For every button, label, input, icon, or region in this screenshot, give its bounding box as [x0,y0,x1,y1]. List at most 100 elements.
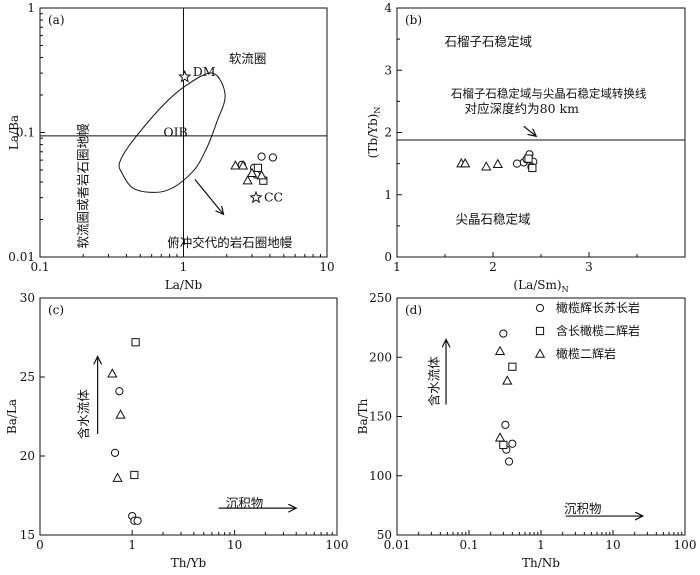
annotation: 软流圈或者岩石圈地幔 [76,123,91,249]
panel-label: (d) [405,303,422,317]
data-point-circle [268,153,278,162]
x-tick-label: 0 [36,538,44,552]
data-point-triangle [107,368,118,378]
x-tick-label: 1 [393,260,401,274]
y-tick-label: 250 [369,291,392,305]
data-point-triangle [246,167,258,178]
oib-label: OIB [163,125,187,140]
data-point-square [499,440,508,450]
x-tick-label: 3 [585,260,593,274]
panel-label: (a) [48,13,65,27]
trend-arrow [194,179,224,214]
data-point-circle [110,448,120,457]
panel-label: (c) [48,303,64,317]
annotation: 沉积物 [226,495,264,510]
data-point-square [131,338,140,347]
legend-label: 橄榄辉长苏长岩 [556,300,640,315]
data-point-triangle [242,175,253,185]
plot-frame [396,7,686,258]
annotation: 俯冲交代的岩石圈地幔 [167,235,293,250]
annotation: 含水流体 [427,356,442,407]
y-tick-label: 30 [20,291,35,305]
x-tick-label: 1 [128,538,136,552]
y-tick-label: 0 [384,250,392,264]
plot-frame [39,297,338,536]
annotation: 软流圈 [229,51,267,66]
data-point-circle [508,439,517,448]
data-point-circle [257,152,266,161]
data-point-triangle [230,160,241,170]
legend-label: 橄榄二辉岩 [556,346,616,361]
y-axis-label: (Tb/Yb)N [366,107,382,159]
x-tick-label: 10 [605,538,620,552]
panel-b: 1 2 301234石榴子石稳定域石榴子石稳定域与尖晶石稳定域转换线对应深度约为80… [366,1,686,294]
x-axis-label: Th/Yb [171,556,207,570]
data-point-circle [133,516,142,525]
y-tick-label: 20 [20,449,35,463]
reference-point-label: CC [264,190,283,205]
x-axis-label-subscript: N [562,285,569,294]
y-axis-label: Ba/La [5,399,19,434]
data-point-circle [512,159,522,168]
x-axis-label: (La/Sm)N [513,278,568,294]
x-tick-label: 100 [326,538,349,552]
y-axis-label: La/Ba [7,115,21,150]
y-tick-label: 0.1 [16,126,35,140]
x-tick-label: 2 [489,260,497,274]
x-tick-label: 0.1 [30,260,49,274]
reference-point-cc [249,190,263,204]
x-tick-label: 0.01 [384,538,411,552]
data-point-triangle [115,409,126,419]
x-tick-label: 1 [537,538,545,552]
y-tick-label: 0.01 [8,250,35,264]
y-tick-label: 2 [384,126,392,140]
data-point-square [253,163,263,172]
data-point-triangle [256,170,267,180]
annotation: 尖晶石稳定域 [455,212,530,227]
y-tick-label: 25 [20,370,35,384]
y-tick-label: 200 [369,350,392,364]
y-tick-label: 3 [384,63,392,77]
data-point-triangle [237,160,249,170]
annotation: 含水流体 [76,389,91,440]
annotation: 石榴子石稳定域与尖晶石稳定域转换线 [451,86,647,100]
data-point-triangle [494,345,506,356]
y-axis-label: Ba/Th [356,398,370,434]
annotation: 对应深度约为80 km [465,101,579,116]
x-axis-label: Th/Nb [522,556,560,570]
data-point-square [524,154,533,163]
y-tick-label: 150 [369,410,392,424]
reference-point-label: DM [193,64,216,79]
reference-point-dm [178,69,192,83]
legend-marker-triangle [534,348,546,358]
x-tick-label: 100 [674,538,697,552]
data-point-circle [504,457,514,466]
legend-marker-circle [535,303,545,313]
data-point-square [130,470,139,480]
x-tick-label: 0.1 [459,538,478,552]
oib-field-outline [118,72,226,193]
y-tick-label: 100 [369,469,392,483]
data-point-circle [115,387,124,396]
data-point-circle [501,420,510,429]
y-tick-label: 1 [27,1,35,15]
annotation: 石榴子石稳定域 [444,34,532,49]
y-axis-label-subscript: N [373,107,382,114]
data-point-triangle [494,432,506,442]
x-axis-label: La/Nb [165,278,203,292]
panel-label: (b) [405,13,422,27]
data-point-square [528,163,537,173]
trend-arrow [523,125,536,136]
legend-label: 含长橄榄二辉岩 [556,323,640,338]
data-point-triangle [460,157,471,168]
data-point-triangle [492,158,503,168]
y-tick-label: 4 [384,1,392,15]
data-point-triangle [112,472,123,482]
data-point-square [508,362,517,371]
legend-marker-square [535,326,545,336]
